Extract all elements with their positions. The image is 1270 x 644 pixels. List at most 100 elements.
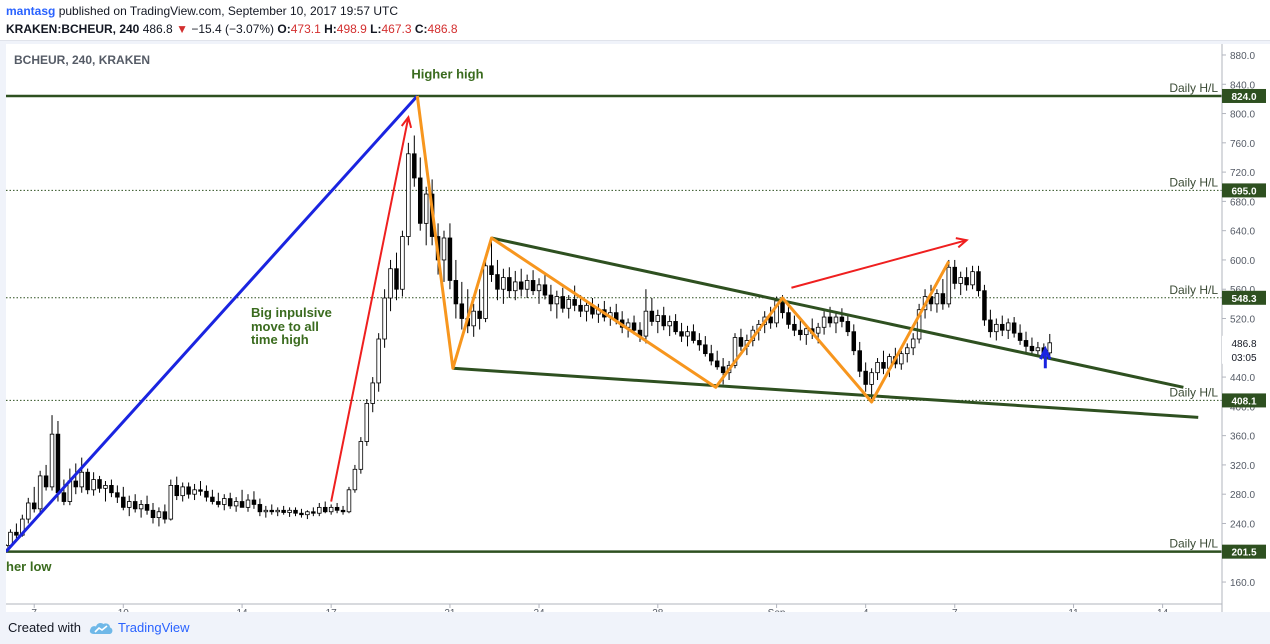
red-arrow — [330, 114, 413, 502]
current-price-label: 486.8 — [1231, 339, 1256, 350]
candle — [322, 501, 328, 514]
candle — [863, 362, 868, 392]
candle — [845, 314, 851, 337]
price-tick-label: 520.0 — [1230, 315, 1255, 326]
candle — [958, 271, 963, 296]
candle-body — [833, 316, 839, 324]
price-tick-label: 680.0 — [1230, 197, 1255, 208]
candle — [1029, 337, 1035, 356]
level-price-box — [1222, 290, 1266, 305]
candle — [31, 486, 37, 513]
candle — [786, 303, 791, 329]
candle-body — [358, 441, 364, 470]
candle-body — [869, 372, 874, 385]
candle — [857, 341, 862, 378]
candle-body — [507, 277, 512, 292]
candle — [851, 324, 857, 356]
candle — [37, 470, 43, 513]
chart-annotation: Big inpulsive — [251, 305, 332, 320]
candle — [1000, 315, 1005, 337]
candle — [85, 468, 90, 495]
candle-body — [566, 299, 571, 309]
candle — [536, 278, 542, 304]
candle — [881, 350, 886, 375]
candle — [132, 494, 138, 513]
candle-body — [798, 329, 803, 336]
candle — [952, 259, 957, 290]
red-arrow-head — [955, 237, 969, 249]
candle — [554, 290, 560, 319]
candle-body — [311, 511, 316, 514]
candle-body — [447, 237, 453, 281]
tradingview-cloud-icon[interactable] — [88, 618, 114, 638]
candle — [251, 491, 257, 509]
author-link[interactable]: mantasg — [6, 4, 56, 18]
candle — [109, 479, 114, 498]
candle — [679, 322, 684, 342]
candle — [317, 502, 322, 517]
candle-body — [994, 323, 999, 333]
chart-area[interactable]: Higher high Big inpulsive move to all time … — [3, 44, 1270, 619]
candle-body — [584, 304, 589, 312]
price-tick-label: 600.0 — [1230, 256, 1255, 267]
candle — [501, 268, 506, 304]
candle-body — [103, 485, 108, 489]
candle — [394, 252, 399, 301]
symbol-label: KRAKEN:BCHEUR, 240 — [6, 22, 140, 36]
candle-body — [150, 509, 156, 519]
level-price-box — [1222, 183, 1266, 198]
candle-body — [26, 502, 31, 520]
created-with-text: Created with — [8, 620, 81, 635]
low-label: L: — [370, 22, 382, 36]
candle-body — [245, 499, 251, 508]
candle — [97, 475, 102, 493]
candle-body — [1029, 345, 1035, 352]
candle-body — [79, 471, 84, 488]
candle — [305, 510, 310, 520]
candle-body — [970, 271, 975, 286]
candle-body — [821, 316, 827, 328]
candle — [910, 333, 916, 356]
price-tick-label: 240.0 — [1230, 519, 1255, 530]
chart-annotation: move to all — [251, 319, 319, 334]
candle-body — [204, 490, 209, 498]
candle-body — [1047, 342, 1053, 354]
level-label: Daily H/L — [1169, 385, 1218, 399]
candle-body — [714, 360, 720, 368]
candle — [1023, 331, 1029, 353]
candle — [584, 300, 589, 322]
chart-header: mantasg published on TradingView.com, Se… — [0, 0, 1270, 41]
candle-body — [839, 316, 845, 322]
candle-body — [162, 511, 168, 520]
candle-body — [679, 331, 684, 337]
candle-body — [709, 353, 714, 362]
candle-body — [768, 316, 773, 324]
tradingview-brand[interactable]: TradingView — [118, 620, 190, 635]
price-tick-label: 360.0 — [1230, 432, 1255, 443]
candle-body — [352, 468, 358, 491]
candle-body — [394, 268, 399, 290]
candle-body — [489, 265, 494, 275]
candle-body — [857, 350, 862, 372]
candle-body — [233, 501, 239, 507]
candle — [471, 303, 476, 337]
candle — [358, 437, 364, 474]
candle-body — [132, 501, 138, 510]
candle-body — [281, 509, 286, 513]
candle-body — [720, 366, 726, 374]
candle — [720, 358, 726, 385]
candle — [73, 463, 79, 495]
candle-body — [572, 299, 577, 306]
candle — [239, 489, 245, 508]
candle-body — [37, 475, 43, 510]
candle — [703, 336, 708, 357]
candle — [899, 350, 904, 370]
candle-body — [827, 316, 833, 324]
candle-body — [334, 506, 340, 511]
candle — [869, 368, 874, 400]
candle — [162, 504, 168, 524]
candle — [340, 505, 346, 515]
price-tick-label: 400.0 — [1230, 402, 1255, 413]
candle — [768, 306, 773, 329]
